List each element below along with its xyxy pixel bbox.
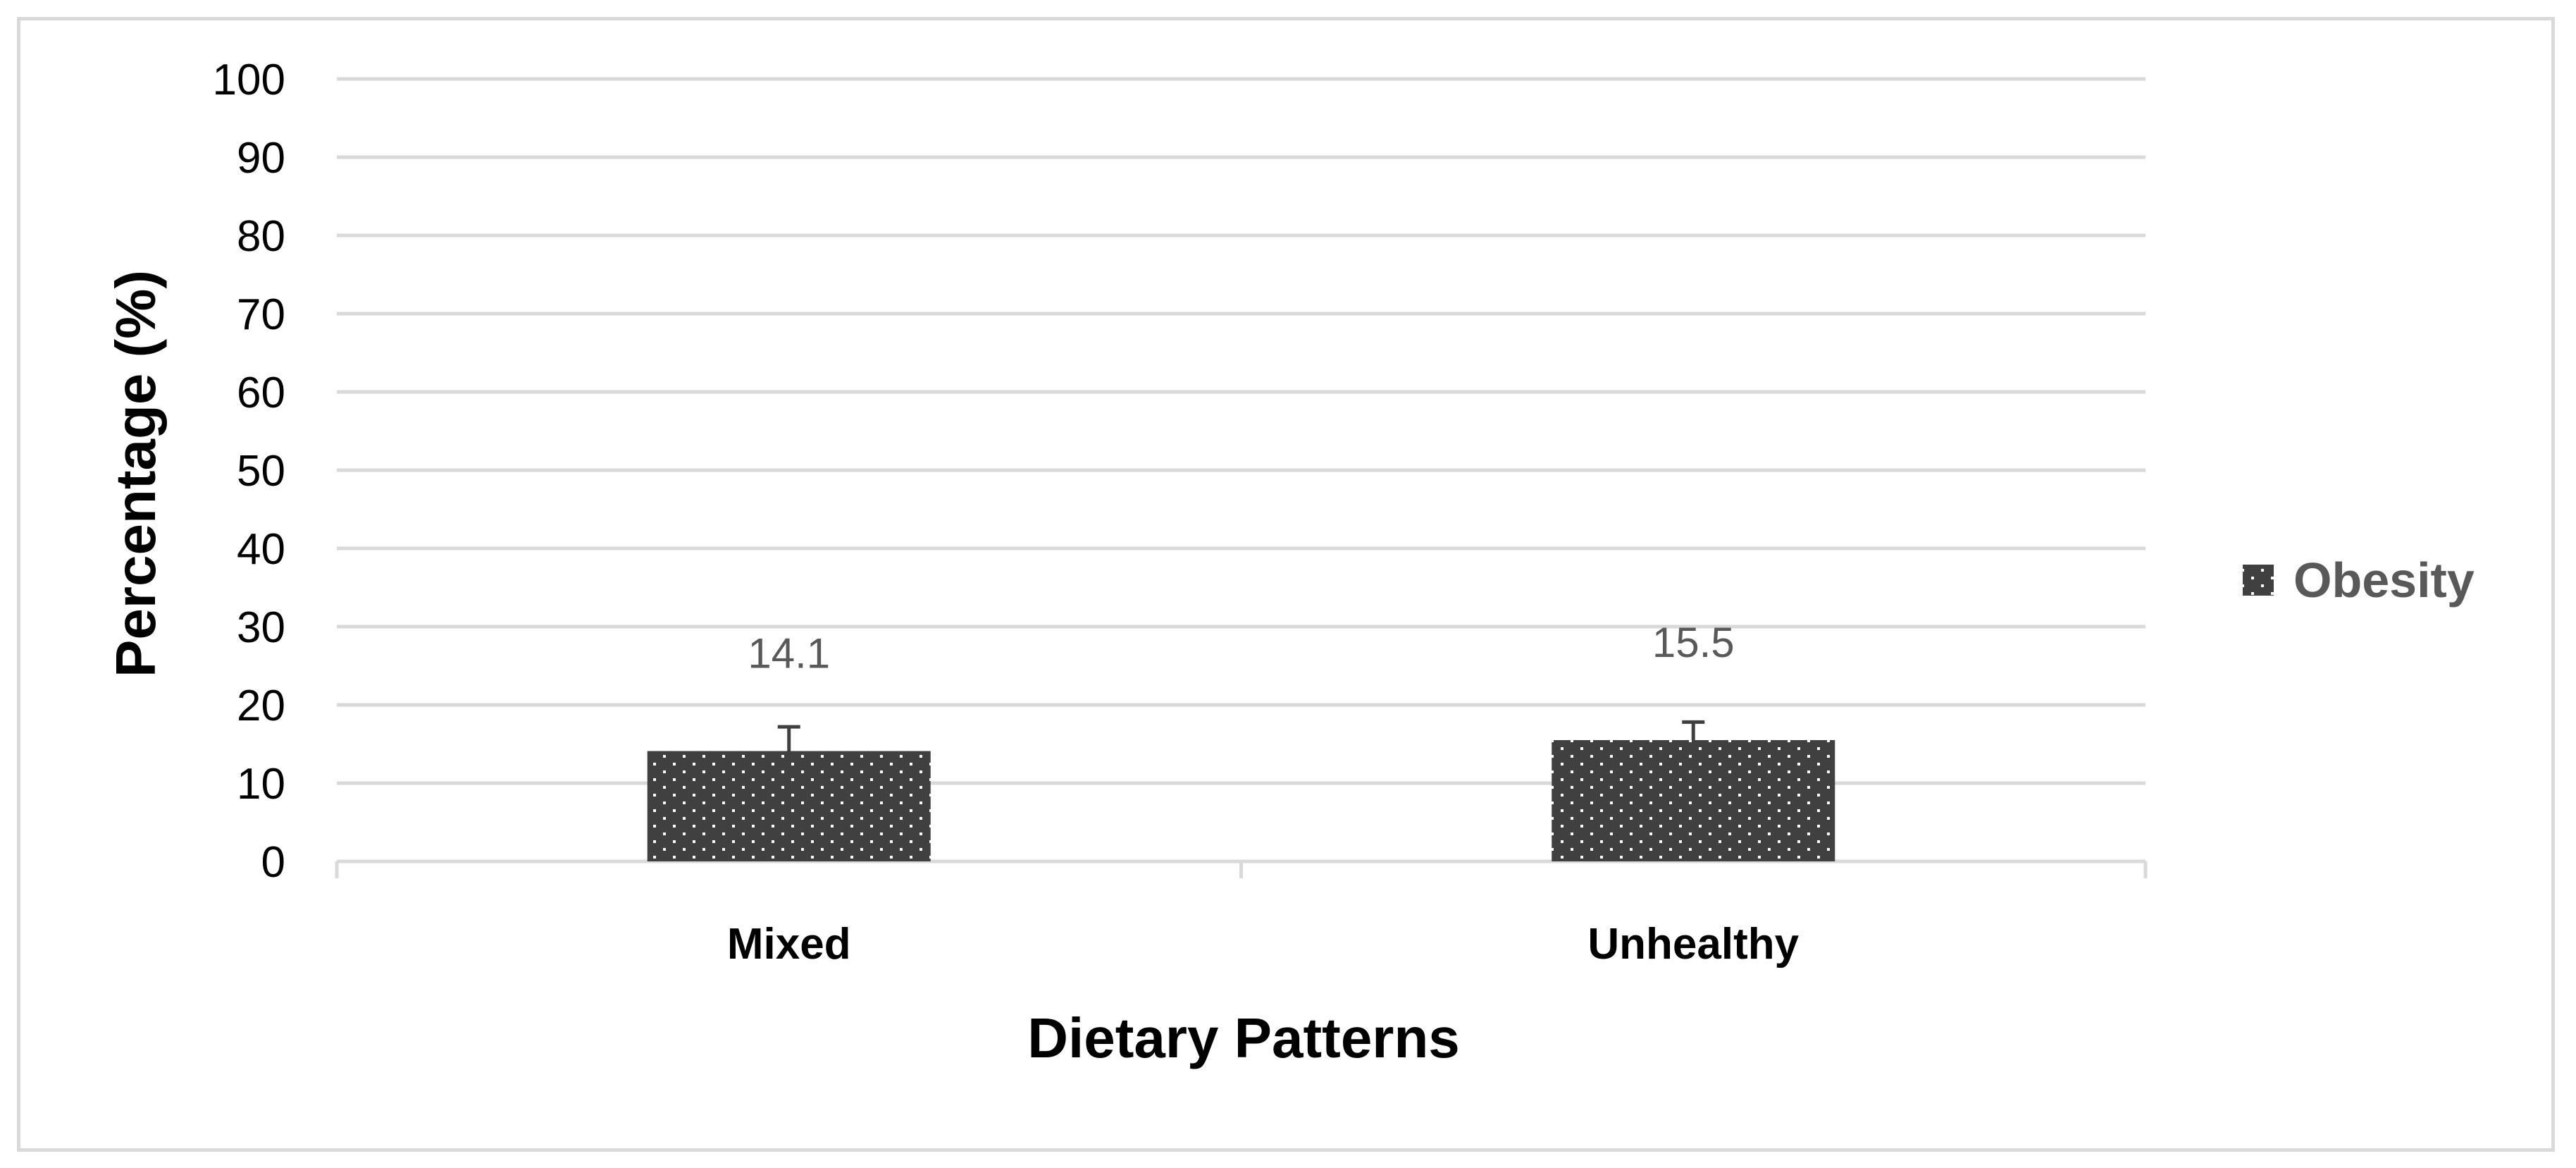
y-tick-label: 60 [237,369,285,417]
y-tick-label: 100 [213,56,285,104]
y-tick-label: 80 [237,212,285,261]
y-tick-label: 90 [237,134,285,183]
y-tick-label: 0 [261,838,285,887]
y-tick-label: 10 [237,760,285,809]
y-tick-label: 50 [237,447,285,496]
y-tick-label: 70 [237,290,285,339]
y-axis-ticks: 0 10 20 30 40 50 60 70 80 90 100 [213,56,285,887]
x-axis [335,859,2148,878]
y-tick-label: 20 [237,682,285,730]
bar-unhealthy [1552,739,1835,861]
chart-frame [17,17,2555,1152]
y-tick-label: 40 [237,525,285,574]
data-label-unhealthy: 15.5 [1652,619,1735,666]
bars [647,739,1835,861]
y-tick-label: 30 [237,603,285,652]
gridlines [337,77,2145,785]
category-label-mixed: Mixed [727,920,851,969]
bar-mixed [647,751,931,861]
legend-label-obesity: Obesity [2293,553,2475,608]
error-bars [777,720,1705,751]
category-label-unhealthy: Unhealthy [1587,920,1799,969]
legend: Obesity [2243,553,2475,608]
data-labels: 14.1 15.5 [748,619,1734,677]
x-axis-title: Dietary Patterns [1027,1007,1460,1069]
y-axis-title: Percentage (%) [104,270,167,677]
data-label-mixed: 14.1 [748,629,830,677]
legend-swatch-obesity [2243,565,2274,596]
x-axis-categories: Mixed Unhealthy [727,920,1800,969]
